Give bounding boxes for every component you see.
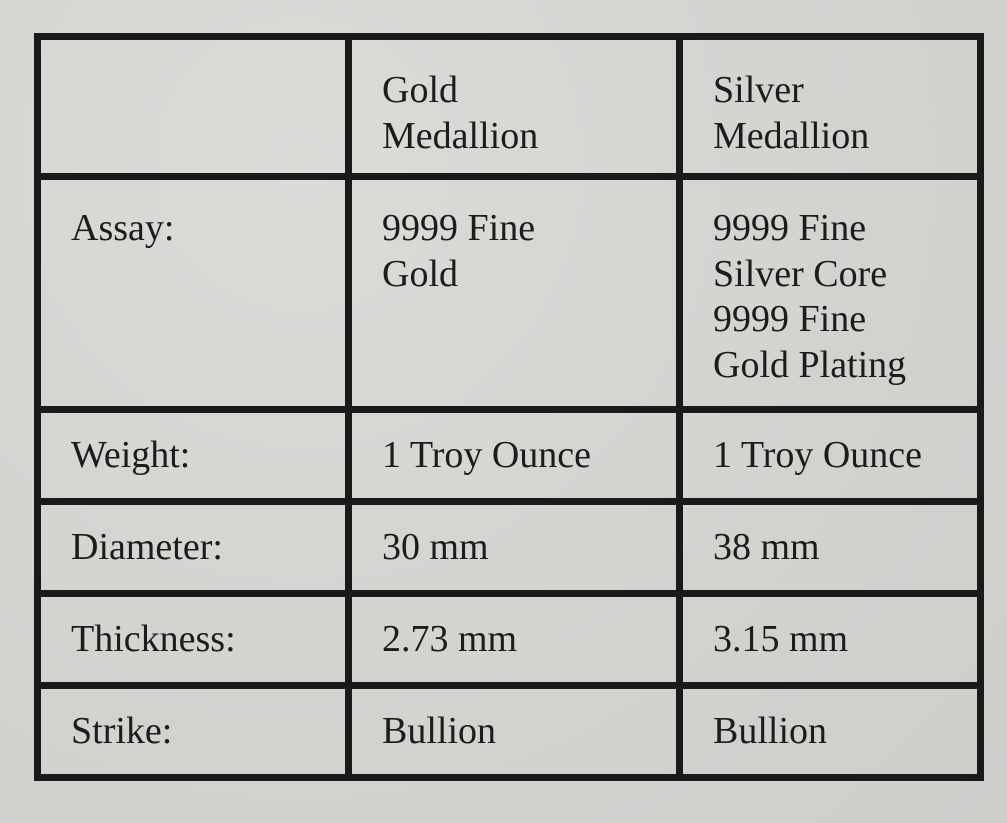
value-line: Gold Plating — [713, 343, 907, 386]
value-line: Silver Core — [713, 252, 888, 295]
table-row-weight: Weight: 1 Troy Ounce 1 Troy Ounce — [34, 406, 984, 505]
row-label: Assay: — [34, 173, 352, 413]
table-row-diameter: Diameter: 30 mm 38 mm — [34, 498, 984, 597]
table-row-thickness: Thickness: 2.73 mm 3.15 mm — [34, 590, 984, 689]
header-silver-medallion: Silver Medallion — [676, 33, 984, 180]
header-text: Medallion — [713, 114, 870, 157]
header-text: Gold — [382, 69, 458, 111]
header-text: Medallion — [382, 114, 539, 157]
gold-value: 9999 Fine Gold — [345, 173, 683, 413]
value-line: Gold — [382, 252, 458, 295]
specifications-table: Gold Medallion Silver Medallion Assay: 999… — [34, 33, 984, 781]
gold-value: 1 Troy Ounce — [345, 406, 683, 505]
header-text: Silver — [713, 69, 804, 111]
silver-value: 1 Troy Ounce — [676, 406, 984, 505]
gold-value: Bullion — [345, 682, 683, 781]
silver-value: 3.15 mm — [676, 590, 984, 689]
table-row-strike: Strike: Bullion Bullion — [34, 682, 984, 781]
silver-value: 38 mm — [676, 498, 984, 597]
row-label: Thickness: — [34, 590, 352, 689]
gold-value: 30 mm — [345, 498, 683, 597]
row-label: Diameter: — [34, 498, 352, 597]
value-line: 9999 Fine — [713, 207, 867, 249]
row-label: Strike: — [34, 682, 352, 781]
table-row-assay: Assay: 9999 Fine Gold 9999 Fine Silver Cor… — [34, 173, 984, 413]
header-row: Gold Medallion Silver Medallion — [34, 33, 984, 180]
header-empty-cell — [34, 33, 352, 180]
silver-value: Bullion — [676, 682, 984, 781]
silver-value: 9999 Fine Silver Core 9999 Fine Gold Platin… — [676, 173, 984, 413]
value-line: 9999 Fine — [382, 207, 536, 249]
header-gold-medallion: Gold Medallion — [345, 33, 683, 180]
gold-value: 2.73 mm — [345, 590, 683, 689]
value-line: 9999 Fine — [713, 298, 867, 341]
row-label: Weight: — [34, 406, 352, 505]
